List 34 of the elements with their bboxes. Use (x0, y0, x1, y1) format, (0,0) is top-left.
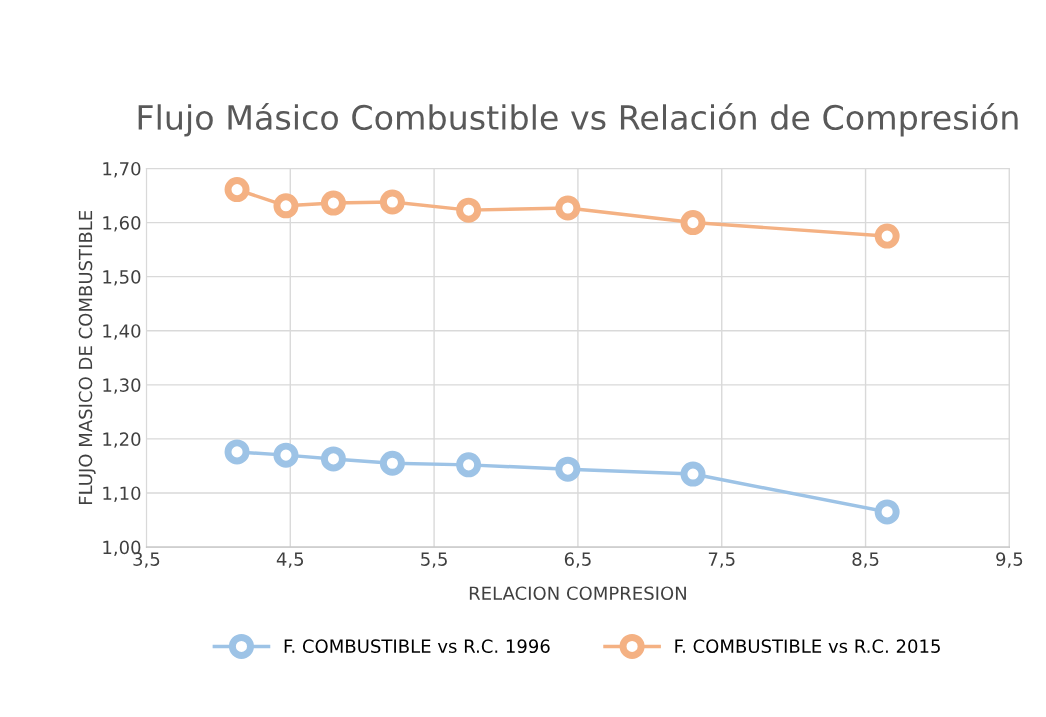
point (874, 223, 900, 249)
point (224, 439, 250, 465)
y-tick-label: 1,50 (103, 270, 141, 286)
point (379, 450, 405, 476)
point (680, 210, 706, 236)
y-tick-label: 1,10 (103, 486, 141, 502)
legend-label: F. COMBUSTIBLE vs R.C. 2015 (675, 639, 940, 654)
x-tick-label: 7,5 (708, 552, 735, 568)
point (379, 189, 405, 215)
y-tick-label: 1,40 (103, 324, 141, 340)
point (456, 197, 482, 223)
point (555, 456, 581, 482)
point (273, 193, 299, 219)
y-tick-label: 1,30 (103, 378, 141, 394)
y-tick-label: 1,20 (103, 432, 141, 448)
x-tick-label: 6,5 (564, 552, 591, 568)
x-tick-label: 4,5 (276, 552, 304, 568)
point (273, 442, 299, 468)
x-tick-label: 5,5 (421, 552, 447, 568)
chart-title: Flujo Másico Combustible vs Relación de Compresión (138, 102, 1018, 137)
point (555, 195, 581, 221)
y-axis-title: FLUJO MASICO DE COMBUSTIBLE (78, 210, 96, 505)
x-tick-label: 8,5 (852, 552, 879, 568)
point (456, 452, 482, 478)
x-tick-label: 9,5 (996, 552, 1023, 568)
point (320, 190, 346, 216)
point (874, 499, 900, 525)
y-tick-label: 1,60 (103, 216, 141, 232)
point (680, 461, 706, 487)
point (320, 446, 346, 472)
y-tick-label: 1,70 (103, 161, 141, 178)
legend-label: F. COMBUSTIBLE vs R.C. 1996 (284, 639, 550, 654)
x-axis-title: RELACION COMPRESION (469, 586, 686, 601)
point (224, 177, 250, 203)
